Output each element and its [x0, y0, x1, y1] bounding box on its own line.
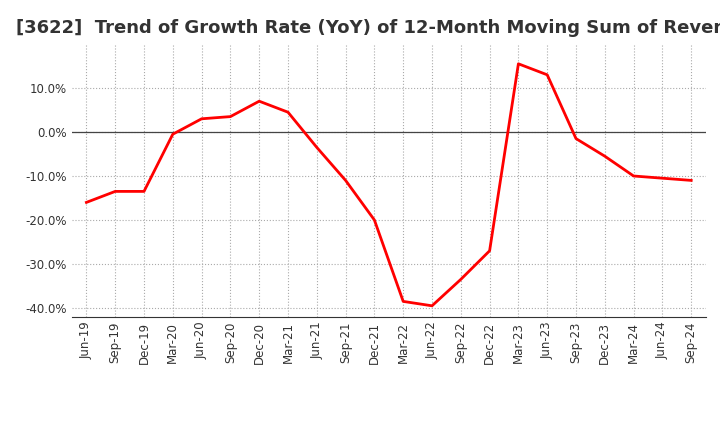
Title: [3622]  Trend of Growth Rate (YoY) of 12-Month Moving Sum of Revenues: [3622] Trend of Growth Rate (YoY) of 12-…	[16, 19, 720, 37]
